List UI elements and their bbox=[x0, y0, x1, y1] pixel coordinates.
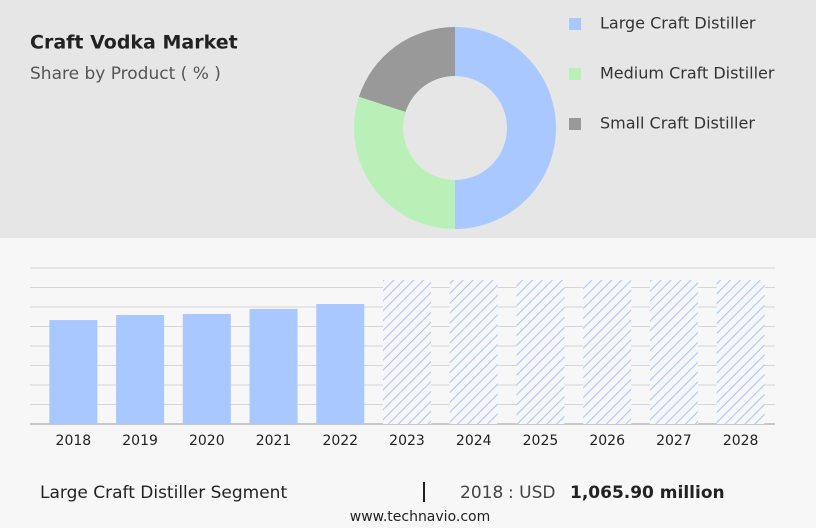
bar bbox=[49, 320, 98, 424]
bar bbox=[182, 314, 231, 424]
forecast-bar bbox=[449, 279, 498, 424]
x-tick-label: 2020 bbox=[189, 433, 225, 449]
bar bbox=[316, 303, 365, 424]
bar-chart: 2018 2019 2020 2021 2022 2023 2024 2025 2026 2027… bbox=[30, 267, 775, 449]
footer-value: 1,065.90 million bbox=[570, 483, 725, 503]
x-tick-label: 2026 bbox=[589, 433, 625, 449]
x-tick-label: 2027 bbox=[656, 433, 692, 449]
legend-marker bbox=[569, 118, 581, 130]
footer-year: 2018 bbox=[460, 483, 503, 503]
legend-label: Large Craft Distiller bbox=[600, 14, 756, 33]
donut: Large Craft Distiller Medium Craft Distil… bbox=[353, 14, 775, 230]
footer-unit: : USD bbox=[508, 483, 555, 503]
bar bbox=[249, 308, 298, 424]
x-tick-label: 2024 bbox=[456, 433, 492, 449]
x-tick-label: 2018 bbox=[56, 433, 92, 449]
donut-slice bbox=[358, 27, 455, 112]
legend-label: Small Craft Distiller bbox=[600, 114, 755, 133]
donut-slice bbox=[353, 96, 455, 230]
x-tick-label: 2025 bbox=[523, 433, 559, 449]
x-tick-label: 2028 bbox=[723, 433, 759, 449]
legend-label: Medium Craft Distiller bbox=[600, 64, 775, 83]
x-tick-label: 2022 bbox=[322, 433, 358, 449]
donut-slice bbox=[455, 27, 556, 229]
legend-marker bbox=[569, 18, 581, 30]
x-tick-label: 2019 bbox=[122, 433, 158, 449]
chart-subtitle: Share by Product ( % ) bbox=[30, 64, 221, 84]
x-tick-label: 2021 bbox=[256, 433, 292, 449]
source: www.technavio.com bbox=[350, 509, 491, 525]
bar bbox=[116, 314, 165, 424]
legend-marker bbox=[569, 68, 581, 80]
forecast-bar bbox=[583, 279, 632, 424]
chart-title: Craft Vodka Market bbox=[30, 32, 238, 54]
footer-segment: Large Craft Distiller Segment bbox=[40, 483, 287, 503]
forecast-bar bbox=[516, 279, 565, 424]
forecast-bar bbox=[649, 279, 698, 424]
x-tick-label: 2023 bbox=[389, 433, 425, 449]
forecast-bar bbox=[383, 279, 431, 424]
forecast-bar bbox=[716, 279, 765, 424]
